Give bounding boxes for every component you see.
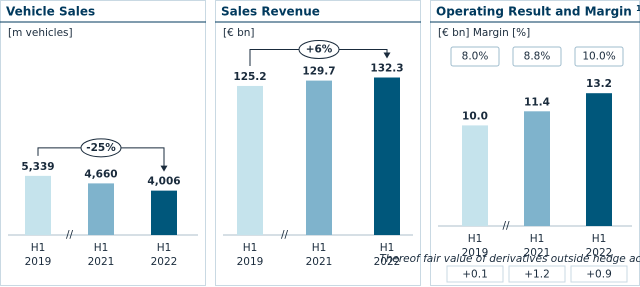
value-label: 132.3 (370, 63, 403, 75)
value-label: 11.4 (524, 96, 550, 108)
panel-subtitle: [€ bn] Margin [%] (438, 27, 530, 39)
margin-box (450, 46, 500, 67)
derivative-label: +1.2 (524, 269, 550, 281)
axis-break: // (66, 229, 74, 241)
panel-title: Operating Result and Margin 1 (436, 4, 640, 19)
category-label: H1 (157, 242, 172, 254)
panel-title: Vehicle Sales (6, 5, 95, 19)
bar (374, 77, 400, 235)
value-label: 5,339 (21, 161, 54, 173)
margin-box (574, 46, 624, 67)
category-label: 2019 (25, 256, 52, 268)
annotation-bubble (80, 138, 122, 158)
bar (25, 175, 51, 235)
derivative-label: +0.9 (586, 269, 612, 281)
panel-subtitle: [€ bn] (223, 27, 255, 39)
category-label: 2022 (586, 247, 613, 259)
category-label: 2019 (462, 247, 489, 259)
margin-box (512, 46, 562, 67)
annotation: -25% (86, 142, 116, 154)
category-label: H1 (243, 242, 258, 254)
bar (306, 80, 332, 235)
derivative-box (508, 265, 566, 283)
category-label: H1 (312, 242, 327, 254)
axis-break: // (502, 220, 510, 232)
category-label: 2021 (524, 247, 551, 259)
bar (586, 93, 612, 226)
margin-label: 8.0% (462, 51, 489, 63)
category-label: 2022 (151, 256, 178, 268)
title-note: 1 (636, 4, 640, 13)
bar (151, 190, 177, 235)
category-label: H1 (94, 242, 109, 254)
panel-subtitle: [m vehicles] (8, 27, 73, 39)
bar (524, 111, 550, 226)
derivative-label: +0.1 (462, 269, 488, 281)
bar (88, 183, 114, 235)
arrow-head (383, 52, 391, 59)
value-label: 13.2 (586, 78, 612, 90)
category-label: 2021 (88, 256, 115, 268)
arrow-head (160, 165, 168, 172)
category-label: H1 (380, 242, 395, 254)
category-label: H1 (530, 233, 545, 245)
value-label: 4,660 (84, 168, 117, 180)
bar (237, 85, 263, 235)
category-label: 2021 (306, 256, 333, 268)
panel-title: Sales Revenue (221, 5, 320, 19)
category-label: 2022 (374, 256, 401, 268)
margin-label: 10.0% (582, 51, 615, 63)
margin-label: 8.8% (524, 51, 551, 63)
annotation-bubble (298, 40, 340, 59)
derivative-box (570, 265, 628, 283)
value-label: 125.2 (233, 71, 266, 83)
category-label: H1 (31, 242, 46, 254)
footnote: Thereof fair value of derivatives outsid… (379, 253, 640, 265)
annotation: +6% (306, 44, 333, 56)
axis-break: // (281, 229, 289, 241)
value-label: 4,006 (147, 176, 180, 188)
value-label: 129.7 (302, 66, 335, 78)
category-label: H1 (592, 233, 607, 245)
value-label: 10.0 (462, 110, 488, 122)
derivative-box (446, 265, 504, 283)
category-label: 2019 (237, 256, 264, 268)
bar (462, 125, 488, 226)
category-label: H1 (468, 233, 483, 245)
